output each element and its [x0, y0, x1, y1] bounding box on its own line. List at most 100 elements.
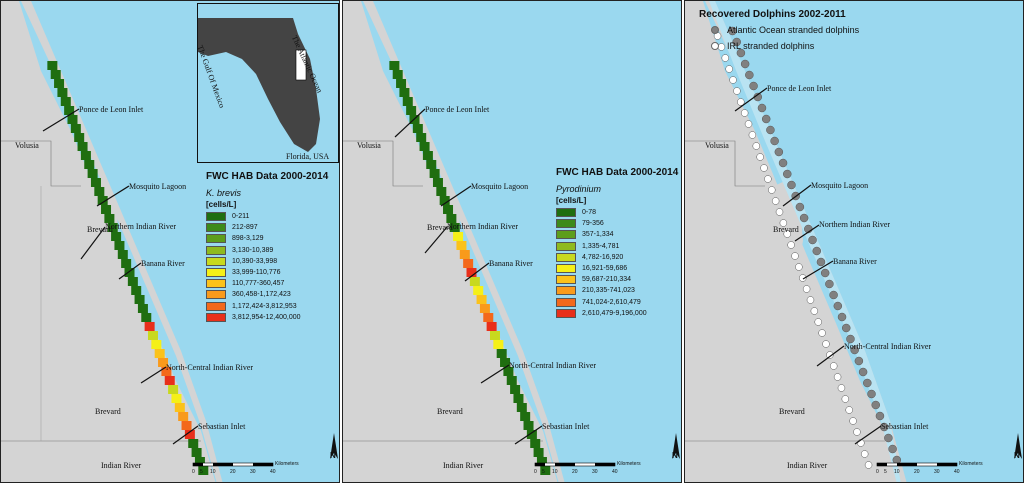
legend-row: 210,335-741,023: [556, 285, 678, 296]
north-arrow-icon: [672, 433, 680, 459]
legend-class-label: 3,130-10,389: [232, 246, 274, 254]
legend-atlantic-label: Atlantic Ocean stranded dolphins: [727, 25, 860, 35]
hab-band-segment: [164, 376, 175, 385]
hab-band-segment: [127, 277, 138, 286]
atlantic-dolphin-point: [858, 367, 868, 377]
north-arrow-label: N: [1014, 451, 1020, 460]
legend-class-label: 1,335-4,781: [582, 242, 620, 250]
inset-svg: [198, 18, 320, 152]
hab-band-segment: [174, 403, 185, 412]
hab-band-segment: [422, 151, 433, 160]
legend-class-label: 3,812,954-12,400,000: [232, 313, 301, 321]
legend-class-label: 16,921-59,686: [582, 265, 628, 273]
scale-tick-20: 20: [230, 469, 236, 475]
scale-tick-20: 20: [572, 469, 578, 475]
hab-band-segment: [64, 106, 75, 115]
legend-swatch: [206, 234, 226, 244]
legend-row: 59,687-210,334: [556, 274, 678, 285]
legend-row: 1,335-4,781: [556, 241, 678, 252]
hab-band-segment: [439, 196, 450, 205]
hab-band-segment: [134, 295, 145, 304]
north-arrow: N: [329, 433, 339, 463]
scale-tick-30: 30: [934, 469, 940, 475]
legend-class-label: 357-1,334: [582, 231, 614, 239]
hab-band-segment: [60, 97, 71, 106]
atlantic-dolphin-point: [791, 191, 800, 201]
label-ponce-de-leon-inlet: Ponce de Leon Inlet: [425, 105, 490, 114]
irl-dolphin-point: [737, 98, 745, 106]
atlantic-dolphin-point: [854, 356, 864, 366]
legend-row: 3,130-10,389: [206, 245, 328, 256]
label-ponce-de-leon-inlet: Ponce de Leon Inlet: [767, 84, 832, 93]
legend-species: Pyrodinium: [556, 184, 602, 194]
legend-row: 741,024-2,610,479: [556, 297, 678, 308]
label-sebastian-inlet: Sebastian Inlet: [881, 422, 929, 431]
hab-band-segment: [540, 466, 551, 475]
atlantic-dolphin-point: [783, 169, 792, 179]
hab-band-segment: [513, 394, 524, 403]
hab-band-segment: [496, 349, 507, 358]
scale-tick-40: 40: [270, 469, 276, 475]
hab-band-segment: [50, 70, 61, 79]
inset-state-label: Florida, USA: [286, 152, 330, 161]
map-base: [685, 1, 907, 482]
legend-swatch: [206, 256, 226, 266]
irl-dolphin-point: [810, 307, 819, 315]
legend-unit: [cells/L]: [556, 196, 587, 205]
legend-row: 4,782-16,920: [556, 252, 678, 263]
county-brevard: Brevard: [773, 225, 799, 234]
atlantic-dolphin-point: [753, 92, 763, 102]
hab-band-segment: [184, 430, 195, 439]
legend-irl-label: IRL stranded dolphins: [727, 41, 815, 51]
label-north-central-indian-river: North-Central Indian River: [509, 361, 597, 370]
atlantic-dolphin-point: [846, 334, 855, 344]
atlantic-dolphin-point: [816, 257, 826, 267]
legend-class-label: 1,172,424-3,812,953: [232, 302, 297, 310]
legend-swatch: [556, 230, 576, 240]
lagoon-water: [709, 1, 901, 482]
irl-dolphin-point: [798, 274, 807, 282]
irl-dolphin-point: [833, 373, 842, 381]
label-northern-indian-river: Northern Indian River: [447, 222, 519, 231]
hab-band-segment: [399, 88, 410, 97]
county-indian-river: Indian River: [443, 461, 484, 470]
irl-dolphin-point: [849, 417, 857, 425]
hab-band-segment: [131, 286, 142, 295]
atlantic-dolphin-point: [875, 411, 885, 421]
legend-title: FWC HAB Data 2000-2014: [556, 167, 679, 178]
hab-band-segment: [523, 421, 534, 430]
county-brevard: Brevard: [87, 225, 113, 234]
hab-band-segment: [412, 124, 423, 133]
study-area-box: [295, 49, 307, 81]
scale-unit: Kilometers: [617, 461, 641, 467]
hab-band-segment: [533, 448, 544, 457]
legend-class-label: 898-3,129: [232, 235, 264, 243]
hab-band-segment: [161, 367, 172, 376]
label-sebastian-inlet: Sebastian Inlet: [198, 422, 246, 431]
legend-row: 212-897: [206, 222, 328, 233]
hab-band-segment: [198, 466, 209, 475]
hab-band-segment: [510, 385, 521, 394]
hab-band-segment: [429, 169, 440, 178]
hab-band-segment: [419, 142, 430, 151]
legend-swatch: [206, 279, 226, 289]
hab-band-segment: [432, 178, 443, 187]
legend-swatch: [206, 245, 226, 255]
legend-class-label: 360,458-1,172,423: [232, 291, 291, 299]
hab-band-segment: [396, 79, 407, 88]
hab-band-segment: [459, 250, 470, 259]
legend-pyrodinium: FWC HAB Data 2000-2014 Pyrodinium [cells…: [556, 167, 678, 319]
atlantic-dolphin-point: [757, 103, 767, 113]
atlantic-dolphin-point: [820, 268, 830, 278]
legend-atlantic-dolphins: Atlantic Ocean stranded dolphins: [711, 25, 859, 35]
dolphin-legend-title: Recovered Dolphins 2002-2011: [699, 9, 846, 20]
irl-dolphin-point: [771, 197, 780, 205]
atlantic-dolphin-point: [728, 26, 737, 36]
atlantic-dolphin-point: [804, 224, 813, 234]
hab-band-segment: [178, 412, 189, 421]
north-arrow: N: [671, 433, 681, 463]
hab-band-segment: [117, 250, 128, 259]
atlantic-dolphin-point: [884, 433, 893, 443]
legend-row: 110,777-360,457: [206, 278, 328, 289]
irl-dolphin-point: [748, 131, 757, 139]
